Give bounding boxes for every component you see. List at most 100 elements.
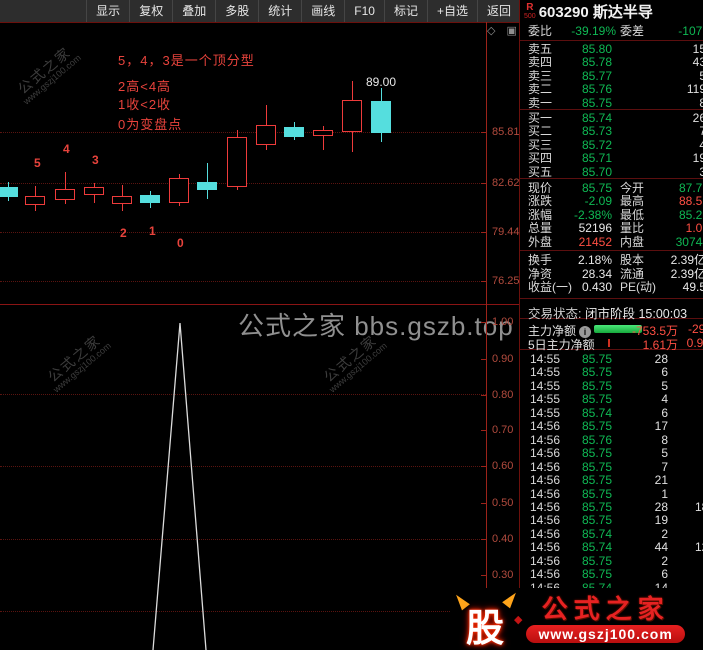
tick-row[interactable]: 14:56 85.75 19 bbox=[530, 513, 668, 528]
tick-row[interactable]: 14:56 85.75 2 bbox=[530, 553, 668, 568]
stock-code-name: 603290 斯达半导 bbox=[538, 3, 653, 21]
trading-status: 交易状态: 闭市阶段 15:00:03 bbox=[528, 307, 688, 321]
brand-url[interactable]: www.gszj100.com bbox=[526, 624, 685, 643]
indicator-spike-line[interactable] bbox=[0, 304, 520, 650]
menu-item-复权[interactable]: 复权 bbox=[129, 0, 173, 22]
axis-tick bbox=[481, 430, 487, 431]
ask-row[interactable]: 卖五 85.80 15 bbox=[528, 42, 703, 56]
candle-body[interactable] bbox=[84, 187, 104, 195]
indicator-axis-label: 0.70 bbox=[492, 424, 514, 436]
ask-row[interactable]: 卖一 85.75 8 bbox=[528, 95, 703, 110]
bid-row[interactable]: 买一 85.74 26 bbox=[528, 111, 703, 125]
chart-corner-icons[interactable]: ◇ ▣ bbox=[487, 25, 521, 37]
fractal-number-label: 5 bbox=[34, 156, 41, 170]
tick-row[interactable]: 14:56 85.74 2 bbox=[530, 526, 668, 541]
tick-row[interactable]: 14:56 85.75 17 bbox=[530, 419, 668, 434]
tick-row[interactable]: 14:56 85.75 1 bbox=[530, 486, 668, 501]
info-icon[interactable]: i bbox=[579, 326, 592, 338]
r500-badge: R 500 bbox=[524, 1, 536, 20]
quote-row[interactable]: 委比-39.19%委差-1072 bbox=[528, 24, 703, 38]
tick-row[interactable]: 14:56 85.75 6 bbox=[530, 567, 668, 582]
brand-name: 公式之家 bbox=[541, 593, 670, 624]
tick-row[interactable]: 14:56 85.75 21 bbox=[530, 473, 668, 488]
menu-item-F10[interactable]: F10 bbox=[344, 0, 384, 22]
funds5-value: 1.61万 bbox=[642, 338, 678, 352]
bid-row[interactable]: 买二 85.73 7 bbox=[528, 124, 703, 139]
ask-row[interactable]: 卖四 85.78 43 bbox=[528, 55, 703, 70]
candle-body[interactable] bbox=[227, 137, 247, 187]
grid-line bbox=[0, 611, 486, 612]
stock-header[interactable]: R 500 603290 斯达半导 bbox=[524, 1, 653, 21]
menu-item-画线[interactable]: 画线 bbox=[301, 0, 345, 22]
ask-row[interactable]: 卖三 85.77 5 bbox=[528, 68, 703, 83]
quote-panel: R 500 603290 斯达半导 委比-39.19%委差-1072 卖五85.8… bbox=[520, 0, 703, 650]
annotation-text: 2高<4高 bbox=[118, 79, 172, 94]
price-axis-label: 79.44 bbox=[492, 226, 520, 238]
indicator-axis-label: 0.30 bbox=[492, 569, 514, 581]
fractal-number-label: 0 bbox=[177, 236, 184, 250]
quote-stat-row[interactable]: 外盘21452内盘30744 bbox=[528, 234, 703, 249]
candle-body[interactable] bbox=[313, 130, 333, 136]
bid-row[interactable]: 买三 85.72 4 bbox=[528, 137, 703, 152]
main-funds-value: -753.5万 bbox=[631, 324, 678, 338]
candle-body[interactable] bbox=[169, 178, 189, 203]
tick-row[interactable]: 14:56 85.76 8 bbox=[530, 432, 668, 447]
main-funds-label[interactable]: 主力净额 i bbox=[528, 322, 592, 339]
detail-stat-row[interactable]: 换手 2.18% 股本 2.39亿 bbox=[528, 253, 703, 267]
menu-item-显示[interactable]: 显示 bbox=[86, 0, 130, 22]
candle-body[interactable] bbox=[140, 195, 160, 203]
tick-row[interactable]: 14:55 85.75 28 bbox=[530, 352, 668, 366]
detail-stat-row[interactable]: 净资 28.34 流通 2.39亿 bbox=[528, 266, 703, 281]
bid-row[interactable]: 买五 85.70 3 bbox=[528, 164, 703, 179]
fractal-number-label: 3 bbox=[92, 153, 99, 167]
fractal-number-label: 2 bbox=[120, 226, 127, 240]
tick-row[interactable]: 14:56 85.75 7 bbox=[530, 459, 668, 474]
ask-row[interactable]: 卖二 85.76 119 bbox=[528, 82, 703, 97]
candle-wick bbox=[207, 163, 208, 199]
panel-divider-line bbox=[520, 250, 703, 251]
grid-line bbox=[0, 466, 486, 467]
menu-item-叠加[interactable]: 叠加 bbox=[172, 0, 216, 22]
candle-body[interactable] bbox=[371, 101, 391, 133]
candle-body[interactable] bbox=[342, 100, 362, 132]
candle-body[interactable] bbox=[112, 196, 132, 204]
menu-item-标记[interactable]: 标记 bbox=[383, 0, 427, 22]
funds5-pct: 0.9% bbox=[686, 336, 703, 350]
header-divider bbox=[0, 22, 703, 23]
axis-tick bbox=[481, 322, 487, 323]
grid-line bbox=[0, 232, 486, 233]
grid-line bbox=[0, 539, 486, 540]
tick-row[interactable]: 14:55 85.75 5 bbox=[530, 378, 668, 393]
detail-stat-row[interactable]: 收益(一) 0.430 PE(动) 49.5 bbox=[528, 280, 703, 295]
tick-row[interactable]: 14:55 85.74 6 bbox=[530, 405, 668, 420]
tick-row[interactable]: 14:55 85.75 4 bbox=[530, 392, 668, 407]
axis-tick bbox=[481, 281, 487, 282]
menu-item-统计[interactable]: 统计 bbox=[258, 0, 302, 22]
indicator-axis-label: 1.00 bbox=[492, 316, 514, 328]
tick-row[interactable]: 14:55 85.75 6 bbox=[530, 365, 668, 380]
candle-body[interactable] bbox=[55, 189, 75, 200]
candle-body[interactable] bbox=[284, 127, 304, 137]
candle-body[interactable] bbox=[0, 187, 18, 197]
high-price-label: 89.00 bbox=[366, 75, 397, 89]
menu-item-多股[interactable]: 多股 bbox=[215, 0, 259, 22]
candle-body[interactable] bbox=[25, 196, 45, 205]
funds5-label[interactable]: 5日主力净额 bbox=[528, 338, 595, 352]
funds5-bar bbox=[608, 339, 610, 347]
candle-body[interactable] bbox=[256, 125, 276, 145]
menu-item-返回[interactable]: 返回 bbox=[476, 0, 520, 22]
candle-body[interactable] bbox=[197, 182, 217, 190]
menu-item-+自选[interactable]: +自选 bbox=[426, 0, 477, 22]
tick-row[interactable]: 14:56 85.75 5 bbox=[530, 446, 668, 461]
axis-tick bbox=[481, 232, 487, 233]
indicator-axis-label: 0.50 bbox=[492, 497, 514, 509]
annotation-text: 0为变盘点 bbox=[118, 117, 183, 132]
bid-row[interactable]: 买四 85.71 19 bbox=[528, 151, 703, 166]
main-funds-pct: -29% bbox=[687, 322, 703, 336]
